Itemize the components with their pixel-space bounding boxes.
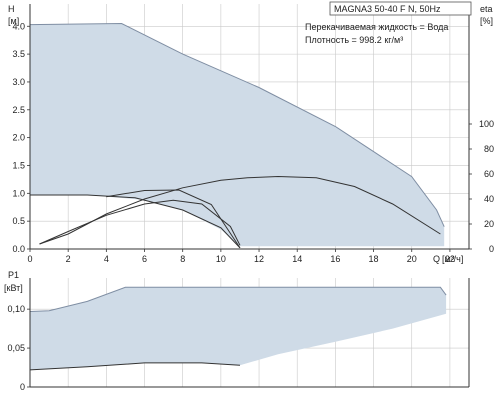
power-y-tick-label: 0,05 [7,343,25,353]
efficiency-curve [39,175,441,245]
max-power-line [29,286,447,312]
y2-tick-label: 0 [489,244,494,254]
x-tick-label: 12 [254,254,264,264]
efficiency-curve [39,199,241,246]
density-annotation: Плотность = 998.2 кг/м³ [305,35,403,45]
x-tick-label: 22 [445,254,455,264]
y-tick-label: 2.0 [12,133,25,143]
y-tick-label: 1.0 [12,188,25,198]
y-tick-label: 4.0 [12,21,25,31]
x-tick-label: 2 [66,254,71,264]
chart-title: MAGNA3 50-40 F N, 50Hz [334,4,441,14]
head-envelope-fill [30,23,445,247]
x-tick-label: 0 [27,254,32,264]
x-tick-label: 18 [369,254,379,264]
power-envelope [29,286,447,370]
x-tick-label: 20 [407,254,417,264]
head-envelope [29,22,445,247]
y2-tick-label: 20 [484,219,494,229]
y-tick-label: 0.0 [12,244,25,254]
head-tick-labels: 0 2 4 6 8 10 12 14 16 18 20 22 0.0 0.5 1.0 1.5 2.0 2.5 3.0… [12,21,494,264]
head-curve [30,194,241,249]
y2-tick-label: 60 [484,169,494,179]
power-y-axis-unit: [кВт] [4,283,23,293]
y-tick-label: 1.5 [12,160,25,170]
x-axis-unit: [м³/ч] [442,254,463,264]
title-box [329,1,472,16]
head-chart: 0 2 4 6 8 10 12 14 16 18 20 22 0.0 0.5 1.0 1.5 2.0 2.5 3.0… [8,1,494,264]
x-tick-label: 6 [142,254,147,264]
power-axes [27,278,470,388]
y-axis-unit: [м] [8,16,19,26]
power-tick-labels: 0 0,05 0,10 [7,304,25,392]
y-tick-label: 0.5 [12,216,25,226]
y2-tick-label: 40 [484,194,494,204]
power-y-axis-label: P1 [8,270,19,280]
power-y-tick-label: 0,10 [7,304,25,314]
y-tick-label: 3.5 [12,49,25,59]
y2-axis-label: eta [480,4,493,14]
x-tick-label: 14 [292,254,302,264]
y2-tick-label: 100 [479,119,494,129]
x-tick-label: 10 [216,254,226,264]
head-axes [27,4,472,252]
power-y-tick-label: 0 [20,382,25,392]
head-curves [30,175,441,249]
y2-tick-label: 80 [484,144,494,154]
x-tick-label: 16 [330,254,340,264]
power-envelope-fill [30,287,447,370]
power-chart: 0 0,05 0,10 P1 [кВт] [4,270,470,392]
fluid-annotation: Перекачиваемая жидкость = Вода [305,22,448,32]
y2-axis-unit: [%] [480,16,493,26]
y-tick-label: 2.5 [12,105,25,115]
power-curve [29,362,241,371]
y-tick-label: 3.0 [12,77,25,87]
x-tick-label: 4 [104,254,109,264]
y-axis-label: H [8,4,15,14]
x-tick-label: 8 [180,254,185,264]
power-curves [29,362,241,371]
x-axis-label: Q [433,254,440,264]
max-head-line [29,22,445,227]
